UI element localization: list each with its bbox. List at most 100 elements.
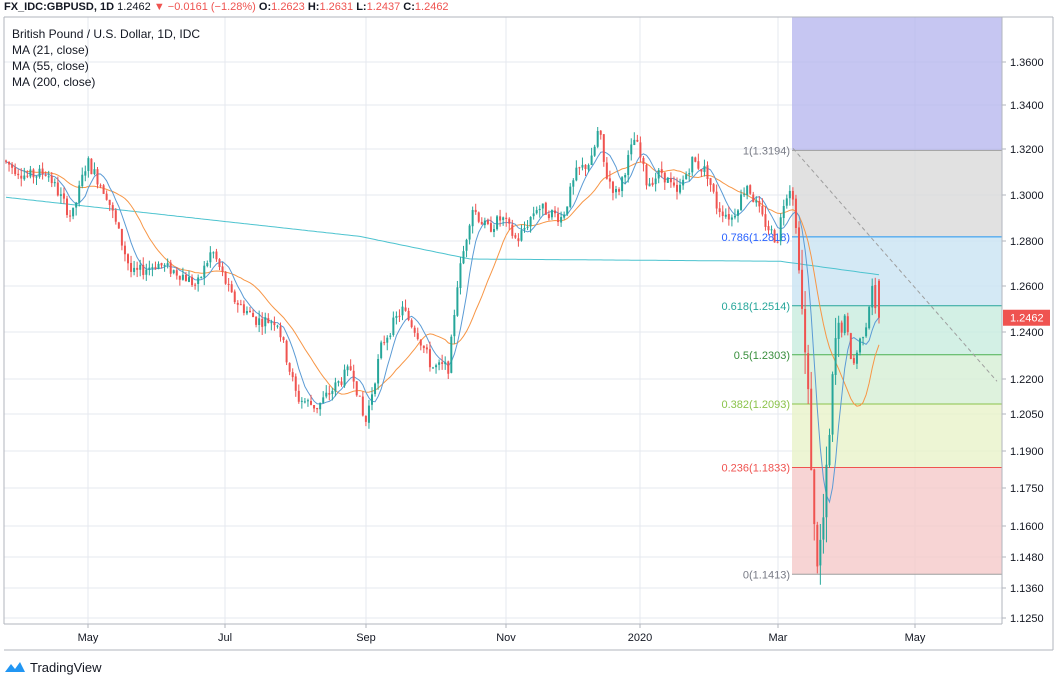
price-change: −0.0161 (−1.28%)	[167, 1, 256, 13]
candle-body	[520, 230, 523, 241]
candle-body	[428, 349, 431, 368]
tradingview-logo[interactable]: TradingView	[4, 657, 102, 677]
candle-body	[194, 284, 197, 286]
price-tick-label: 1.1480	[1010, 552, 1044, 564]
fib-zone-top	[792, 17, 1002, 151]
candle-body	[163, 264, 166, 266]
candle-body	[17, 173, 20, 176]
candle-body	[630, 144, 633, 155]
candle-body	[535, 210, 538, 214]
candle-body	[578, 167, 581, 169]
candle-body	[773, 230, 776, 243]
candle-body	[514, 235, 517, 238]
candle-body	[398, 315, 401, 317]
candle-body	[154, 266, 157, 269]
candle-body	[316, 408, 319, 410]
candle-body	[508, 218, 511, 224]
candle-body	[465, 239, 468, 251]
candle-body	[819, 539, 822, 566]
candle-body	[511, 224, 514, 236]
candle-body	[343, 369, 346, 386]
candle-body	[285, 340, 288, 363]
low-value: 1.2437	[366, 1, 401, 13]
candle-body	[794, 198, 797, 228]
candle-body	[270, 322, 273, 324]
legend-ma21[interactable]: MA (21, close)	[12, 43, 89, 57]
legend-ma55[interactable]: MA (55, close)	[12, 59, 89, 73]
candle-body	[200, 276, 203, 278]
time-tick-label: Jul	[218, 632, 232, 644]
candle-body	[700, 169, 703, 172]
candle-body	[798, 227, 800, 271]
price-tick-label: 1.1250	[1010, 613, 1044, 625]
candle-body	[84, 171, 87, 176]
candle-body	[117, 222, 120, 229]
candle-body	[807, 353, 810, 390]
candle-body	[422, 345, 425, 349]
candle-body	[596, 130, 599, 147]
candle-body	[93, 169, 96, 175]
candle-body	[782, 206, 785, 219]
candle-body	[242, 304, 245, 313]
price-tick-label: 1.1600	[1010, 521, 1044, 533]
candle-body	[26, 175, 29, 177]
candle-body	[69, 215, 72, 217]
candle-body	[685, 174, 688, 180]
candle-body	[532, 213, 535, 217]
candle-body	[590, 155, 593, 166]
candle-body	[840, 322, 843, 333]
candle-body	[413, 327, 416, 333]
candle-body	[471, 210, 474, 227]
candle-body	[468, 225, 471, 240]
trend-line	[792, 148, 998, 382]
candle-body	[554, 210, 556, 214]
candle-body	[602, 134, 605, 162]
candle-body	[416, 333, 419, 340]
fib-level-label: 0.618(1.2514)	[722, 301, 791, 313]
candle-body	[78, 185, 81, 203]
candle-body	[267, 318, 270, 323]
close-value: 1.2462	[414, 1, 449, 13]
price-tick-label: 1.3200	[1010, 144, 1044, 156]
candle-body	[724, 214, 727, 217]
candle-body	[56, 182, 59, 196]
candle-body	[459, 263, 462, 288]
fib-zone	[792, 150, 1002, 237]
candle-body	[843, 315, 846, 334]
candle-body	[20, 175, 23, 179]
candle-body	[291, 372, 294, 378]
candle-body	[477, 212, 480, 222]
candle-body	[764, 214, 767, 227]
candle-body	[123, 245, 126, 255]
candle-body	[749, 185, 752, 194]
candle-body	[331, 390, 334, 394]
candle-body	[666, 177, 669, 183]
candle-body	[541, 203, 544, 209]
candle-body	[130, 263, 133, 272]
candle-body	[483, 220, 486, 226]
fib-level-label: 0.382(1.2093)	[722, 399, 791, 411]
candle-body	[453, 315, 456, 337]
close-label: C:	[403, 1, 415, 13]
candle-body	[35, 176, 38, 178]
candle-body	[300, 400, 303, 402]
candle-body	[636, 139, 639, 142]
ma55-line	[5, 161, 880, 407]
legend-ma200[interactable]: MA (200, close)	[12, 75, 96, 89]
candle-body	[133, 267, 136, 273]
candle-body	[142, 264, 145, 276]
price-tick-label: 1.2400	[1010, 327, 1044, 339]
candle-body	[587, 165, 590, 170]
candle-body	[108, 199, 111, 205]
candle-body	[184, 274, 187, 282]
candle-body	[233, 291, 236, 303]
candle-body	[438, 362, 441, 365]
candle-body	[499, 216, 502, 221]
candle-body	[785, 198, 788, 206]
candle-body	[852, 358, 855, 364]
candle-body	[752, 194, 755, 202]
candle-body	[303, 401, 306, 403]
fib-zone	[792, 236, 1002, 306]
fib-level-label: 0.786(1.2818)	[722, 232, 791, 244]
